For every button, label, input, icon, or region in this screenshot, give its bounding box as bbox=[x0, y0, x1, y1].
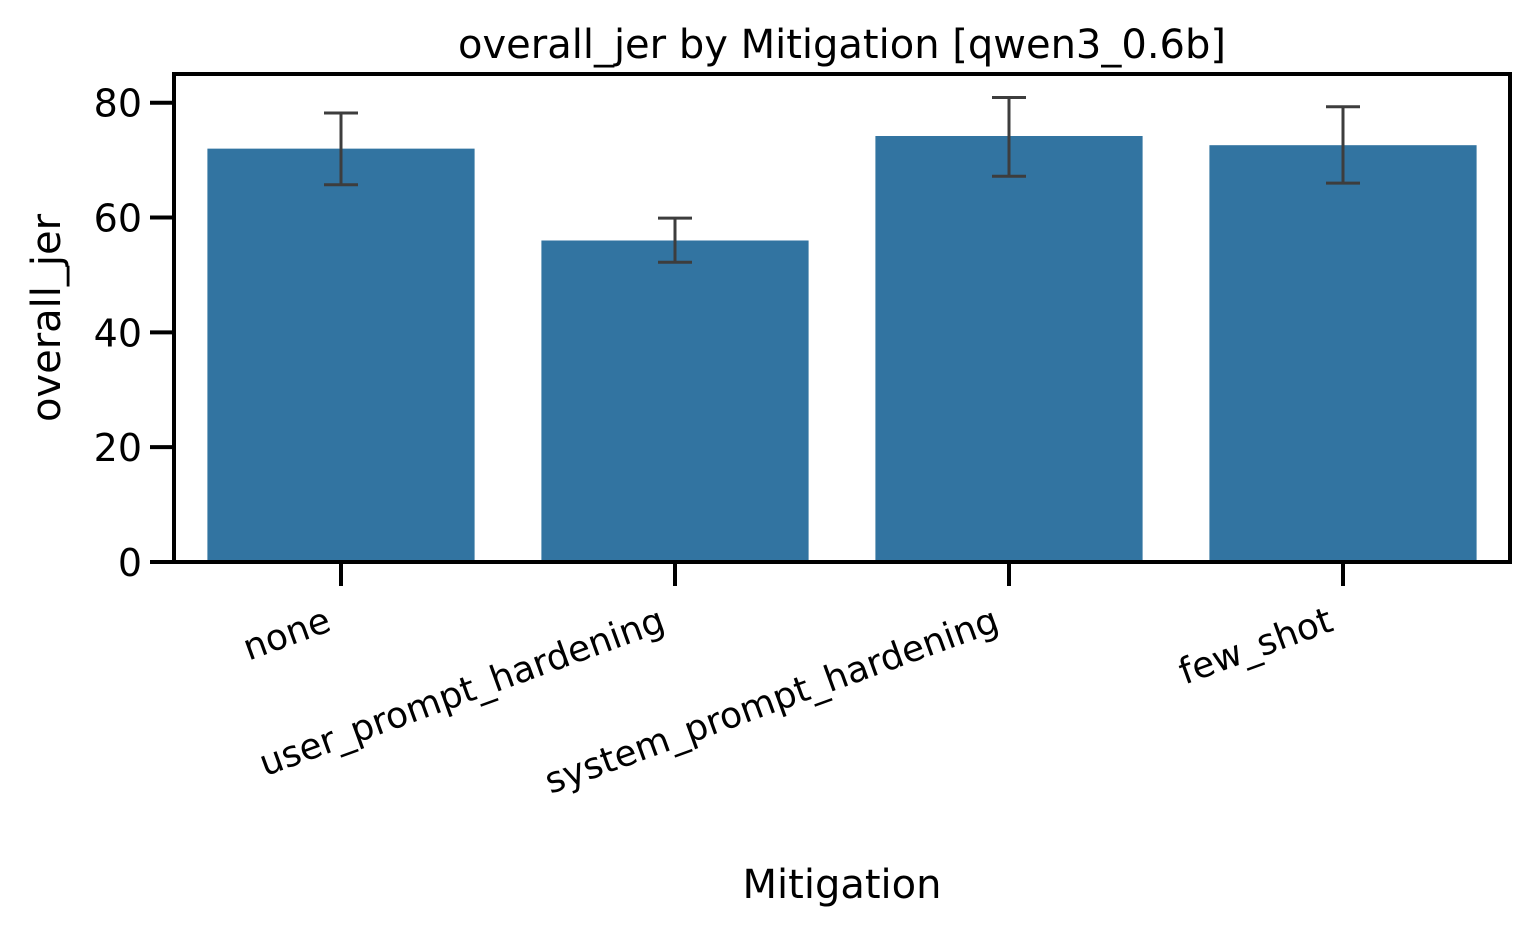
bar-user_prompt_hardening bbox=[541, 240, 809, 562]
bar-none bbox=[207, 148, 475, 562]
y-axis-label: overall_jer bbox=[24, 213, 70, 422]
x-tick-label-few_shot: few_shot bbox=[1174, 600, 1338, 693]
y-tick-label-40: 40 bbox=[94, 311, 142, 355]
y-tick-label-0: 0 bbox=[118, 541, 142, 585]
y-tick-label-80: 80 bbox=[94, 82, 142, 126]
x-tick-label-none: none bbox=[238, 600, 336, 669]
y-tick-label-60: 60 bbox=[94, 197, 142, 241]
chart-title: overall_jer by Mitigation [qwen3_0.6b] bbox=[458, 22, 1226, 68]
bar-system_prompt_hardening bbox=[875, 136, 1143, 562]
x-axis-label: Mitigation bbox=[743, 862, 942, 908]
bar-few_shot bbox=[1209, 145, 1477, 562]
plot-frame bbox=[172, 72, 1512, 564]
y-axis: 0 20 40 60 80 bbox=[94, 82, 174, 585]
errorbars-layer bbox=[324, 96, 1360, 264]
bars-layer bbox=[207, 136, 1477, 562]
x-axis: noneuser_prompt_hardeningsystem_prompt_h… bbox=[238, 562, 1345, 802]
y-tick-label-20: 20 bbox=[94, 426, 142, 470]
